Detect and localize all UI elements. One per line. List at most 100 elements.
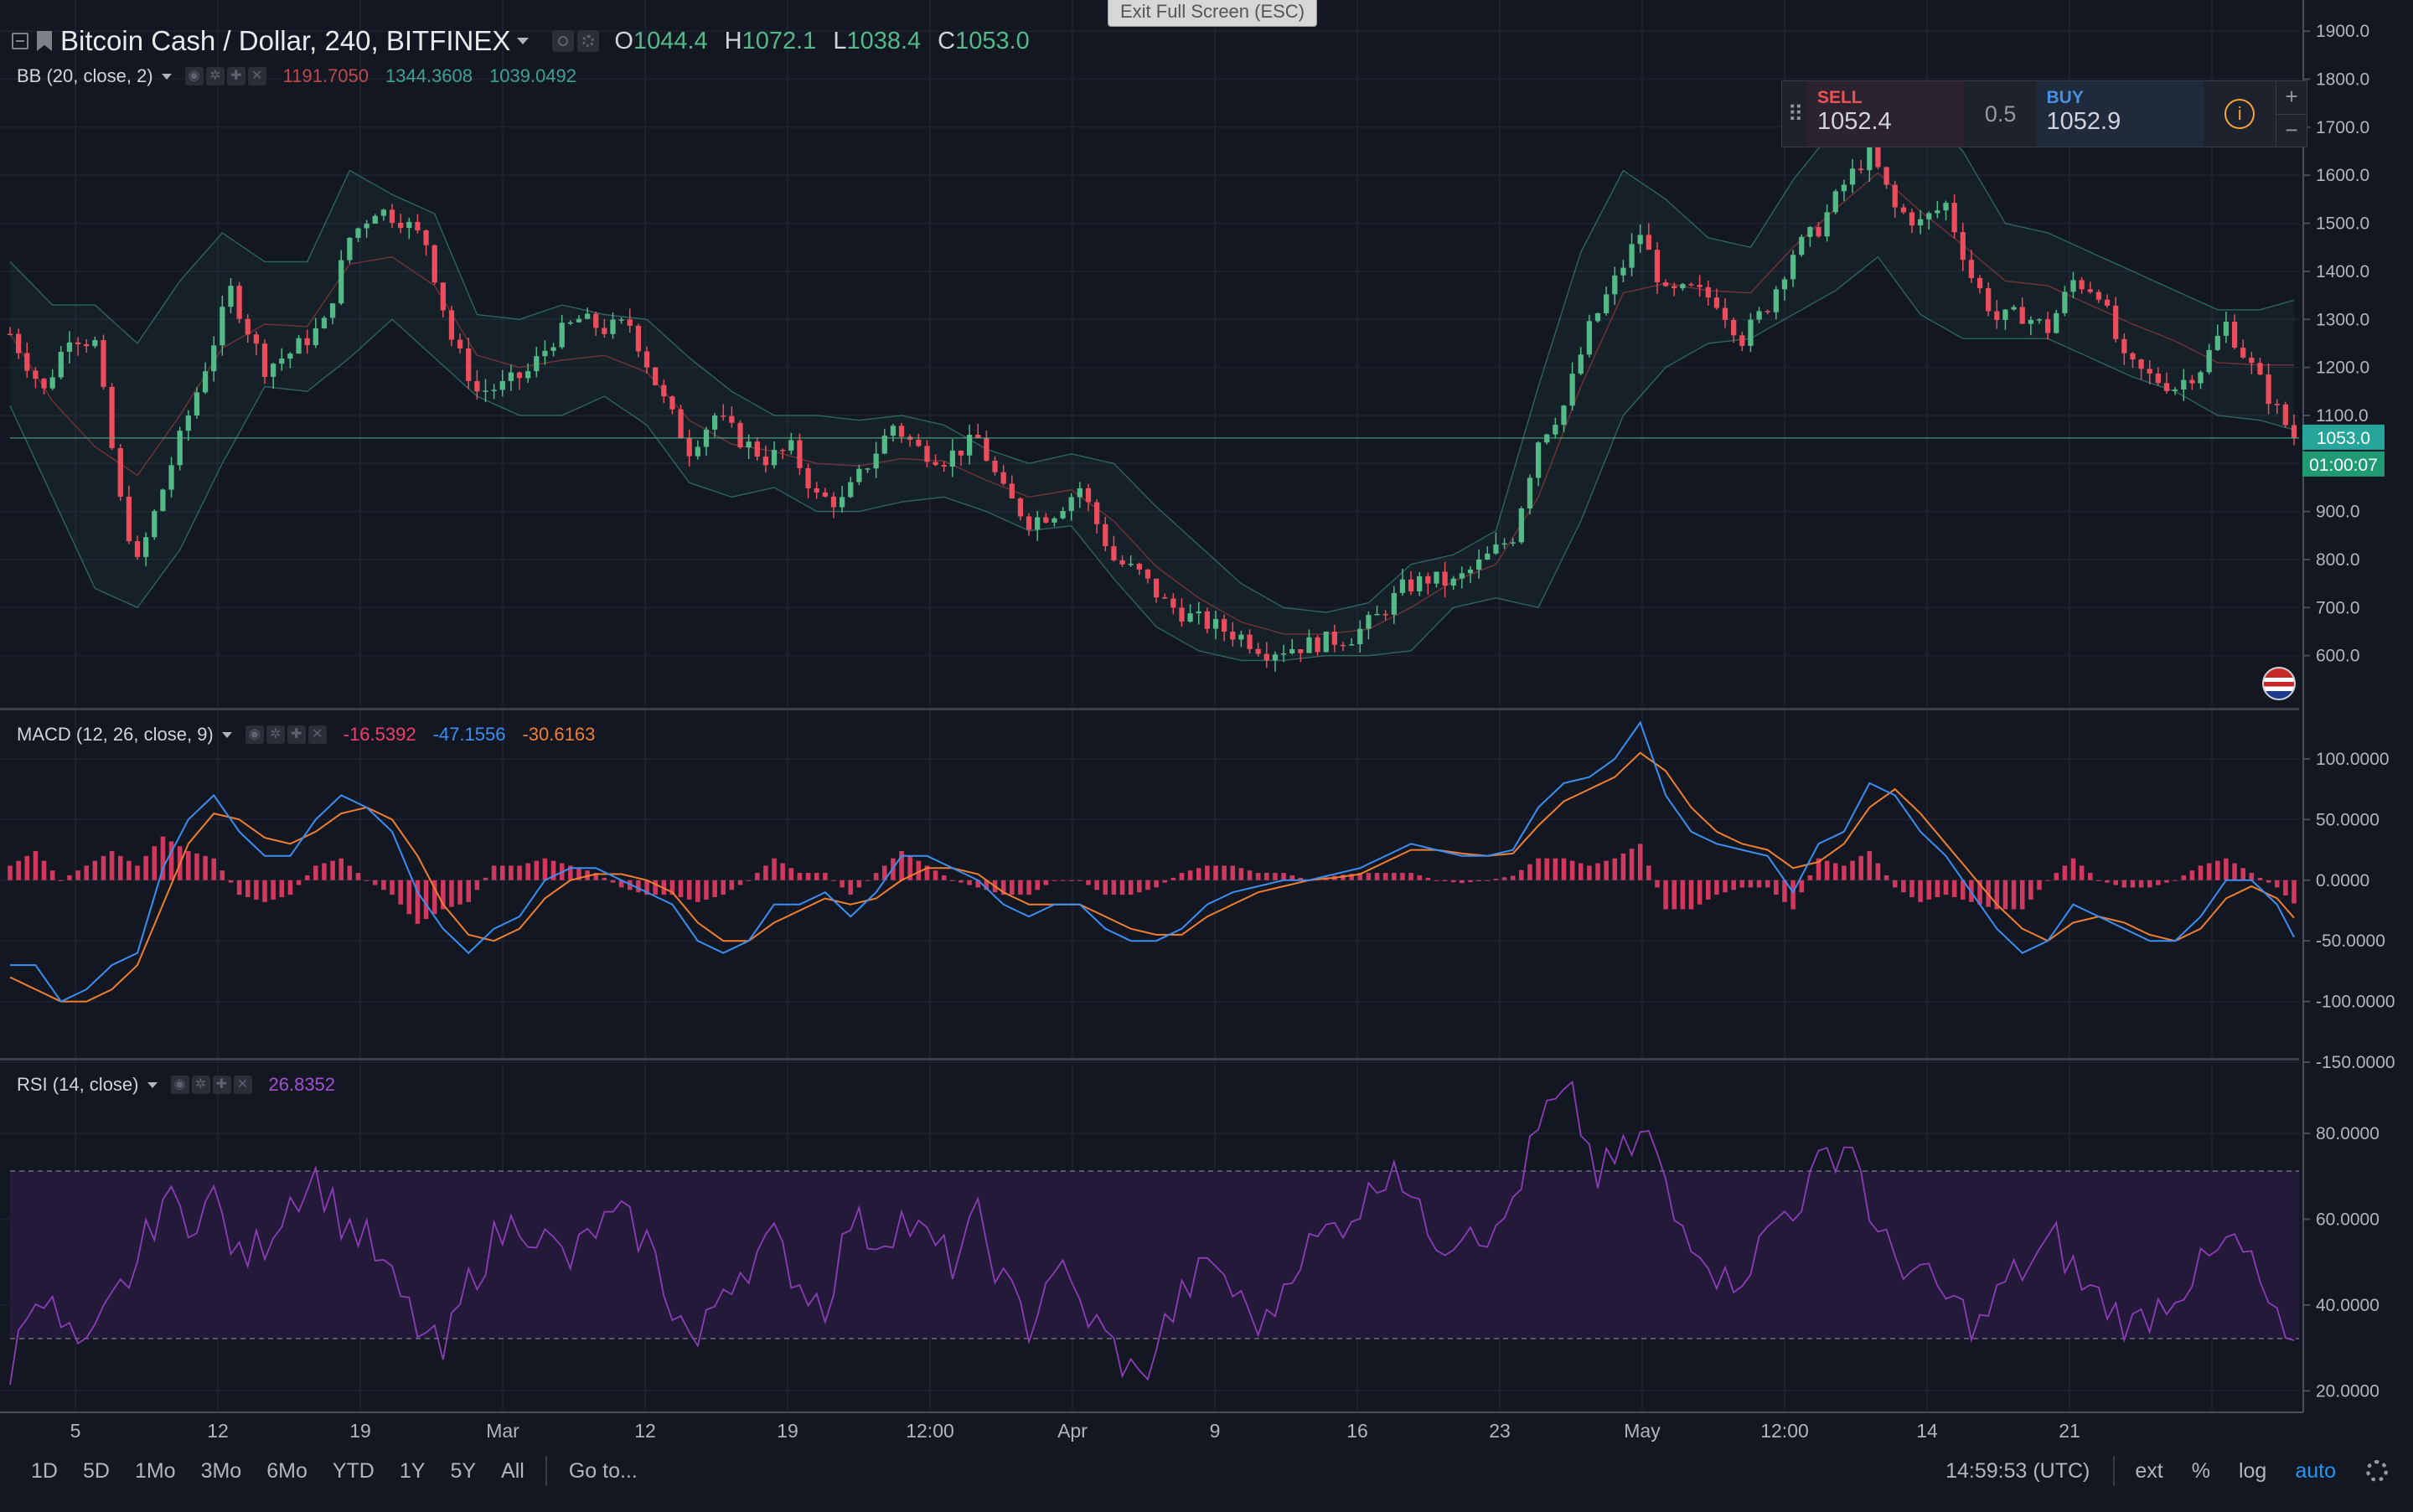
macd-series[interactable] xyxy=(8,720,2297,1003)
candle-body[interactable] xyxy=(84,343,90,347)
candle-body[interactable] xyxy=(1366,615,1372,629)
pane-separator-macd-rsi[interactable] xyxy=(0,1058,2413,1060)
candle-body[interactable] xyxy=(1807,227,1813,237)
candle-body[interactable] xyxy=(1722,307,1728,321)
candle-body[interactable] xyxy=(1646,235,1651,250)
decrease-button[interactable]: − xyxy=(2276,113,2307,147)
candle-body[interactable] xyxy=(992,461,998,472)
candle-body[interactable] xyxy=(245,318,251,335)
candle-body[interactable] xyxy=(1289,648,1295,654)
candle-body[interactable] xyxy=(1357,628,1363,645)
candle-body[interactable] xyxy=(1103,524,1108,547)
candle-body[interactable] xyxy=(2130,353,2136,360)
info-button[interactable]: i xyxy=(2204,81,2276,147)
candle-body[interactable] xyxy=(398,222,404,229)
chevron-down-icon[interactable] xyxy=(517,38,530,44)
candle-body[interactable] xyxy=(534,356,540,372)
range-button-1y[interactable]: 1Y xyxy=(399,1458,426,1483)
eye-icon[interactable] xyxy=(552,30,575,52)
candle-body[interactable] xyxy=(1790,255,1796,280)
candle-body[interactable] xyxy=(966,435,973,456)
candle-body[interactable] xyxy=(1620,267,1626,276)
candle-body[interactable] xyxy=(1518,508,1524,543)
candle-body[interactable] xyxy=(1111,546,1117,560)
candle-body[interactable] xyxy=(92,339,98,347)
candle-body[interactable] xyxy=(101,339,106,387)
candle-body[interactable] xyxy=(2214,335,2220,350)
candle-body[interactable] xyxy=(1222,618,1227,632)
candle-body[interactable] xyxy=(890,426,896,436)
candle-body[interactable] xyxy=(1951,203,1957,233)
candle-body[interactable] xyxy=(2257,363,2263,375)
candle-body[interactable] xyxy=(1128,564,1134,565)
candle-body[interactable] xyxy=(2266,374,2271,405)
range-button-ytd[interactable]: YTD xyxy=(332,1458,375,1483)
candle-body[interactable] xyxy=(2163,383,2170,391)
candle-body[interactable] xyxy=(271,364,276,377)
candle-body[interactable] xyxy=(2138,359,2144,369)
range-button-1mo[interactable]: 1Mo xyxy=(134,1458,176,1483)
range-button-3mo[interactable]: 3Mo xyxy=(200,1458,242,1483)
candle-body[interactable] xyxy=(1306,637,1312,653)
candle-body[interactable] xyxy=(1535,442,1542,478)
candle-body[interactable] xyxy=(814,488,819,493)
candle-body[interactable] xyxy=(711,415,718,430)
candle-body[interactable] xyxy=(1553,425,1558,435)
candle-body[interactable] xyxy=(2044,319,2051,333)
candle-body[interactable] xyxy=(1960,232,1966,261)
candle-body[interactable] xyxy=(1068,497,1074,511)
candle-body[interactable] xyxy=(1976,277,1983,289)
candle-body[interactable] xyxy=(236,286,242,319)
candle-body[interactable] xyxy=(1986,288,1992,312)
eye-icon[interactable]: ◉ xyxy=(184,67,204,85)
candle-body[interactable] xyxy=(448,310,455,340)
candle-body[interactable] xyxy=(1340,644,1346,647)
candle-body[interactable] xyxy=(1136,564,1142,570)
candle-body[interactable] xyxy=(1672,286,1677,289)
candle-body[interactable] xyxy=(1476,559,1482,570)
candle-body[interactable] xyxy=(1527,477,1533,508)
candle-body[interactable] xyxy=(678,409,684,439)
candle-body[interactable] xyxy=(1697,284,1703,287)
candle-body[interactable] xyxy=(958,450,964,456)
candle-body[interactable] xyxy=(1247,634,1253,649)
candle-body[interactable] xyxy=(669,396,675,410)
bb-toolbar[interactable]: ◉ ✲ ✚ ✕ xyxy=(184,67,266,85)
candle-body[interactable] xyxy=(1450,578,1456,586)
candle-body[interactable] xyxy=(1493,544,1499,554)
candle-body[interactable] xyxy=(1858,168,1864,171)
candle-body[interactable] xyxy=(1485,553,1491,560)
candle-body[interactable] xyxy=(1035,517,1041,530)
candle-body[interactable] xyxy=(1153,578,1160,598)
collapse-icon[interactable] xyxy=(12,33,28,49)
candle-body[interactable] xyxy=(729,415,735,423)
candle-body[interactable] xyxy=(1841,184,1847,192)
close-icon[interactable]: ✕ xyxy=(233,1076,252,1094)
candle-body[interactable] xyxy=(1832,191,1838,213)
candle-body[interactable] xyxy=(830,496,837,508)
candle-body[interactable] xyxy=(1204,611,1210,629)
candle-body[interactable] xyxy=(525,371,531,379)
gear-icon[interactable]: ✲ xyxy=(205,67,225,85)
candle-body[interactable] xyxy=(1391,592,1397,615)
candle-body[interactable] xyxy=(1170,598,1176,608)
candle-body[interactable] xyxy=(1009,483,1015,498)
candle-body[interactable] xyxy=(1756,311,1762,320)
candle-body[interactable] xyxy=(287,353,293,359)
candle-body[interactable] xyxy=(2028,319,2033,324)
candle-body[interactable] xyxy=(415,221,421,230)
candle-body[interactable] xyxy=(984,438,989,462)
candle-body[interactable] xyxy=(2181,379,2187,390)
candle-body[interactable] xyxy=(762,457,769,466)
candle-body[interactable] xyxy=(1799,236,1805,255)
candle-body[interactable] xyxy=(1212,618,1219,629)
candle-body[interactable] xyxy=(584,313,591,319)
candle-body[interactable] xyxy=(1408,579,1414,591)
candle-body[interactable] xyxy=(185,415,191,431)
eye-icon[interactable]: ◉ xyxy=(245,725,264,744)
candle-body[interactable] xyxy=(2231,322,2238,348)
candle-body[interactable] xyxy=(1917,219,1924,226)
rsi-series[interactable] xyxy=(9,1080,2295,1386)
candle-body[interactable] xyxy=(1994,311,2000,320)
candle-body[interactable] xyxy=(695,446,700,457)
